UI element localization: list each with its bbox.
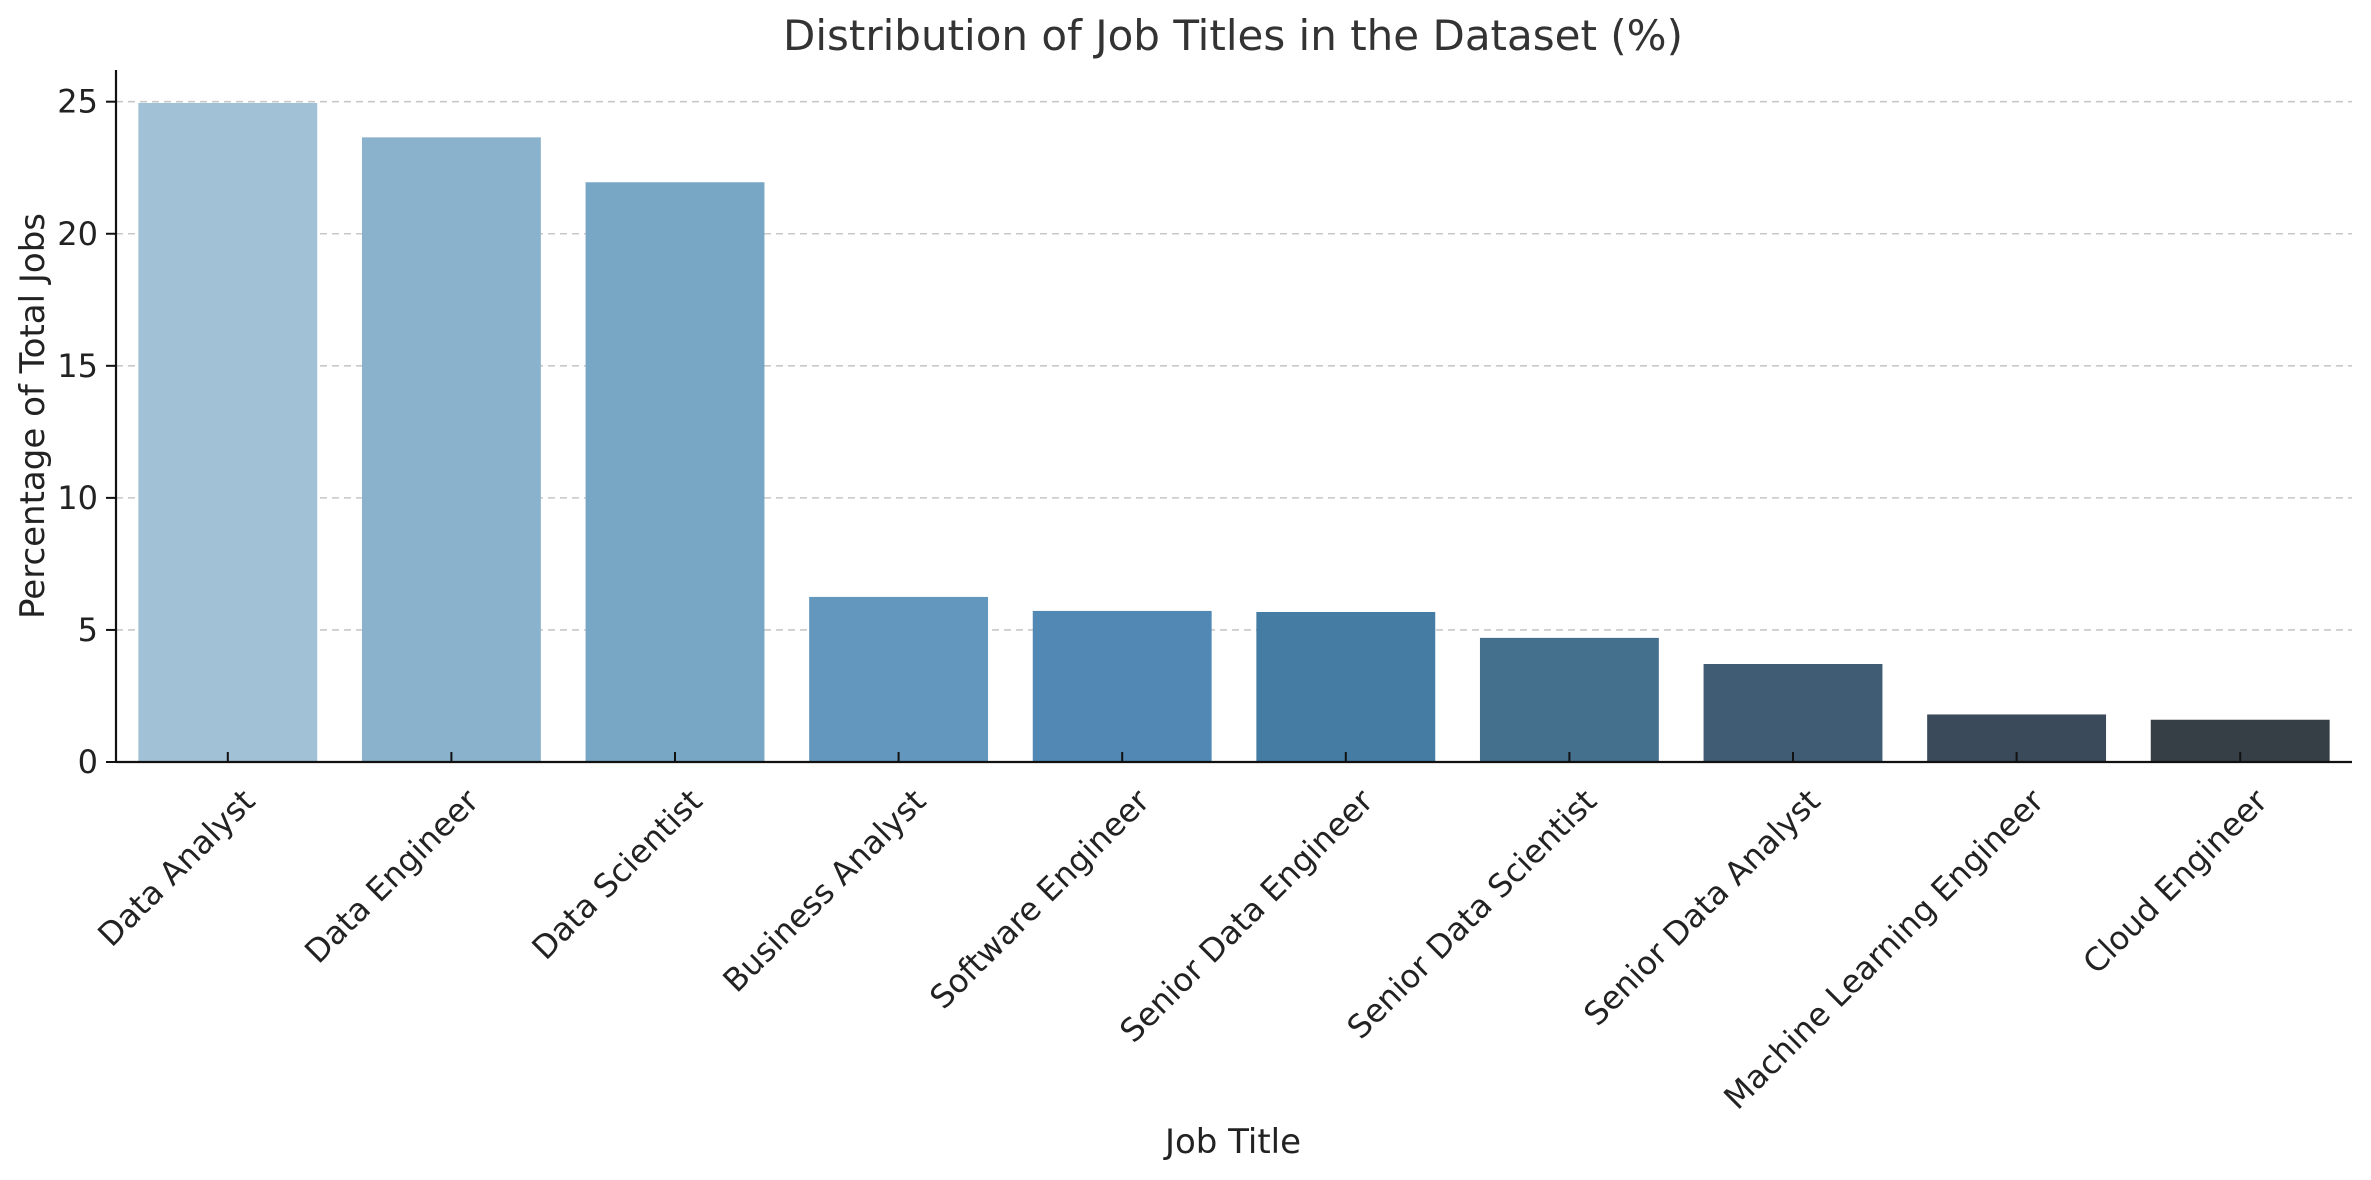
bar-software-engineer (1032, 610, 1212, 762)
x-tick-label: Cloud Engineer (2075, 781, 2275, 981)
y-tick-label: 10 (57, 479, 98, 517)
x-axis-ticks: Data Analyst Data Engineer Data Scientist B… (90, 752, 2275, 1117)
x-tick-label: Senior Data Scientist (1340, 782, 1605, 1047)
bar-data-analyst (138, 103, 318, 763)
bar-senior-data-scientist (1479, 637, 1659, 762)
y-tick-label: 0 (78, 743, 98, 781)
y-axis-label: Percentage of Total Jobs (13, 213, 53, 619)
bar-data-engineer (361, 137, 541, 763)
y-tick-label: 15 (57, 347, 98, 385)
x-tick-label: Business Analyst (715, 782, 933, 1000)
bar-senior-data-engineer (1256, 611, 1436, 762)
chart-title: Distribution of Job Titles in the Datase… (783, 11, 1683, 60)
y-tick-label: 5 (78, 611, 98, 649)
x-axis-label: Job Title (1163, 1122, 1301, 1162)
x-tick-label: Data Engineer (297, 781, 486, 970)
bar-senior-data-analyst (1703, 664, 1883, 762)
bar-data-scientist (585, 182, 765, 763)
x-tick-label: Software Engineer (922, 781, 1157, 1016)
bars (138, 103, 2330, 763)
y-tick-label: 25 (57, 83, 98, 121)
x-tick-label: Data Analyst (90, 782, 262, 954)
x-tick-label: Senior Data Analyst (1576, 782, 1827, 1033)
x-tick-label: Senior Data Engineer (1112, 781, 1381, 1050)
x-tick-label: Data Scientist (524, 782, 709, 967)
bar-business-analyst (809, 596, 989, 762)
y-axis-ticks: 0 5 10 15 20 25 (57, 83, 116, 781)
y-tick-label: 20 (57, 215, 98, 253)
